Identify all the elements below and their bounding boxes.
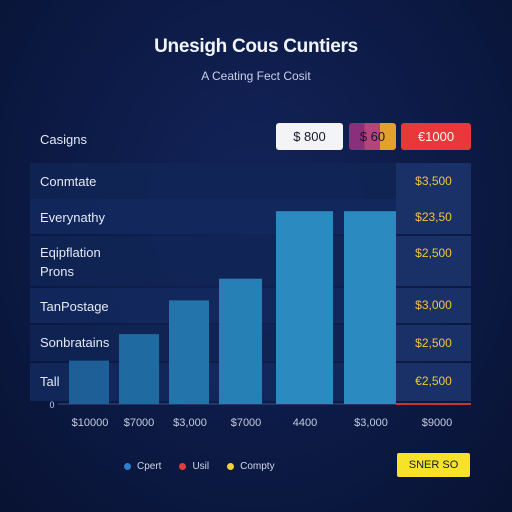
x-tick-label-2: $7000 [124, 417, 155, 429]
bar-5 [276, 211, 333, 404]
row-label-3: Eqipflation Prons [40, 245, 101, 279]
x-tick-label-4: $7000 [231, 417, 262, 429]
row-value-2: $23,50 [415, 210, 452, 224]
legend-dot-icon-1 [124, 463, 131, 470]
footer-button[interactable]: SNER SO [397, 453, 470, 477]
value-cell-3 [396, 236, 471, 286]
x-tick-label-7: $9000 [422, 417, 453, 429]
row-label-1: Conmtate [40, 174, 97, 189]
row-label-5: Sonbratains [40, 335, 110, 350]
x-tick-label-5: 4400 [293, 417, 317, 429]
legend-label-3: Compty [240, 461, 275, 472]
bar-6 [344, 211, 396, 404]
row-value-6: €2,500 [415, 374, 452, 388]
chart-title: Unesigh Cous Cuntiers [154, 36, 358, 57]
legend-dot-icon-3 [227, 463, 235, 470]
legend-item-1[interactable]: Cpert [124, 461, 161, 472]
bar-4 [219, 278, 262, 404]
series-legend: Cpert Usil Compty [124, 461, 275, 472]
row-value-5: $2,500 [415, 336, 452, 350]
row-value-3: $2,500 [415, 246, 452, 260]
column-header: Casigns [40, 132, 87, 147]
legend-dot-icon-2 [179, 463, 187, 470]
bar-3 [169, 300, 209, 404]
x-tick-label-1: $10000 [72, 417, 109, 429]
legend-label-1: Cpert [137, 461, 162, 472]
legend-label-2: Usil [192, 461, 210, 472]
row-label-4: TanPostage [40, 299, 109, 314]
top-legend-box-3[interactable]: €1000 [401, 123, 471, 150]
bar-1 [69, 360, 109, 404]
chart-subtitle: A Ceating Fect Cosit [201, 69, 311, 83]
bar-2 [119, 334, 159, 404]
legend-item-3[interactable]: Compty [227, 461, 275, 472]
top-legend-box-1[interactable]: $ 800 [276, 123, 343, 150]
x-tick-label-6: $3,000 [354, 417, 388, 429]
legend-item-2[interactable]: Usil [179, 461, 209, 472]
x-tick-label-3: $3,000 [173, 417, 207, 429]
y-zero-label: 0 [49, 400, 54, 410]
top-legend-box-2[interactable]: $ 60 [349, 123, 396, 150]
row-label-6: Tall [40, 374, 60, 389]
row-label-2: Everynathy [40, 210, 106, 225]
row-value-1: $3,500 [415, 174, 452, 188]
row-value-4: $3,000 [415, 298, 452, 312]
